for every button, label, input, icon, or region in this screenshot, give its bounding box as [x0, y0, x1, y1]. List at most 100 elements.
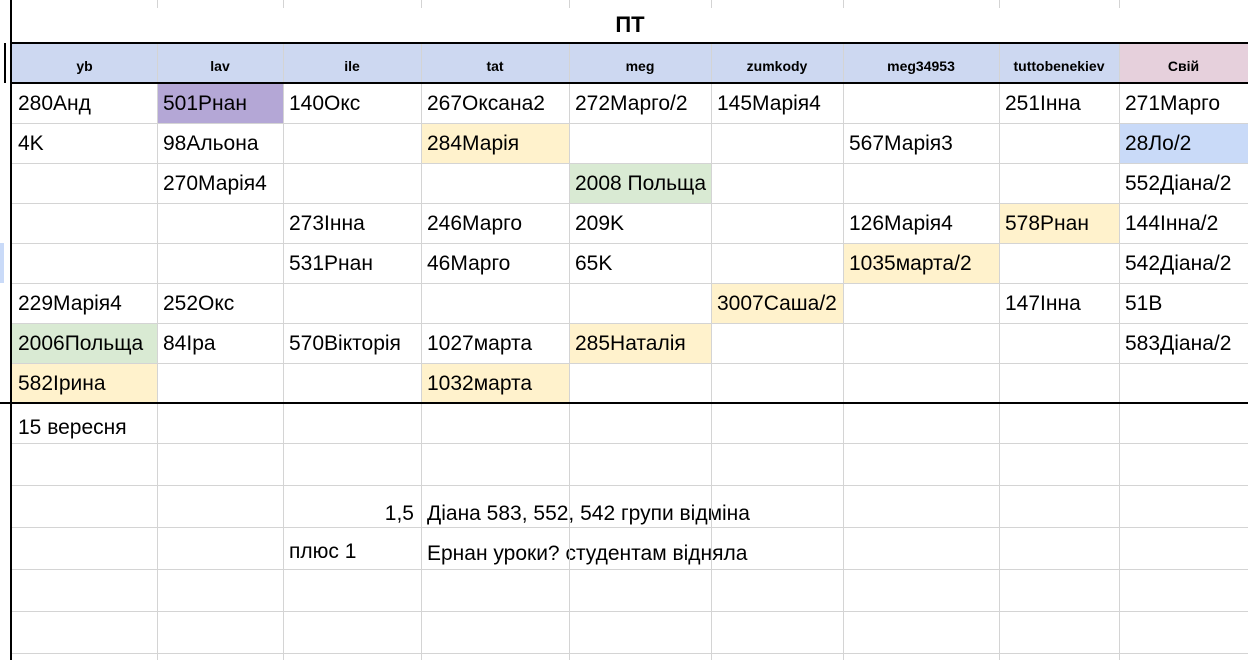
grid-cell[interactable]	[711, 323, 843, 363]
grid-cell[interactable]	[569, 363, 711, 403]
grid-cell[interactable]	[999, 323, 1119, 363]
grid-cell[interactable]	[711, 203, 843, 243]
column-header-2[interactable]: lav	[157, 43, 283, 83]
grid-cell[interactable]	[421, 283, 569, 323]
grid-cell[interactable]	[283, 283, 421, 323]
grid-cell[interactable]	[157, 363, 283, 403]
grid-cell[interactable]: 531Рнан	[289, 251, 373, 275]
grid-cell[interactable]: 46Марго	[427, 251, 511, 275]
grid-cell[interactable]: 583Діана/2	[1125, 331, 1232, 355]
grid-cell[interactable]	[711, 363, 843, 403]
grid-cell[interactable]: 273Інна	[289, 211, 365, 235]
grid-cell[interactable]: 147Інна	[1005, 291, 1081, 315]
grid-cell[interactable]: 84Іра	[163, 331, 216, 355]
grid-cell[interactable]: 267Оксана2	[427, 91, 545, 115]
grid-cell[interactable]: 209K	[575, 211, 625, 235]
grid-cell[interactable]	[157, 203, 283, 243]
grid-cell[interactable]: 284Марія	[421, 123, 569, 163]
grid-cell[interactable]	[1119, 363, 1248, 403]
column-header-8[interactable]: tuttobenekiev	[999, 43, 1119, 83]
grid-cell[interactable]	[12, 163, 157, 203]
grid-cell[interactable]: 2006Польща	[12, 323, 157, 363]
plus-note[interactable]: плюс 1	[289, 539, 357, 563]
column-header-3[interactable]: ile	[283, 43, 421, 83]
grid-cell[interactable]	[843, 363, 999, 403]
grid-cell[interactable]: 65K	[575, 251, 613, 275]
grid-cell[interactable]	[421, 163, 569, 203]
grid-cell[interactable]: 285Наталія	[569, 323, 711, 363]
grid-cell[interactable]	[711, 243, 843, 283]
grid-cell[interactable]: 270Марія4	[163, 171, 267, 195]
column-header-4[interactable]: tat	[421, 43, 569, 83]
grid-cell[interactable]: 567Марія3	[849, 131, 953, 155]
grid-line	[999, 43, 1000, 660]
grid-line	[1119, 43, 1120, 660]
grid-cell[interactable]: 271Марго	[1125, 91, 1221, 115]
date-note[interactable]: 15 вересня	[18, 415, 127, 439]
note-text-1[interactable]: Діана 583, 552, 542 групи відміна	[427, 501, 750, 525]
grid-cell[interactable]: 145Марія4	[717, 91, 821, 115]
grid-cell[interactable]	[999, 363, 1119, 403]
grid-line	[12, 203, 1248, 204]
grid-cell[interactable]: 4K	[18, 131, 44, 155]
grid-cell[interactable]	[569, 123, 711, 163]
grid-cell[interactable]	[157, 243, 283, 283]
grid-cell[interactable]	[12, 243, 157, 283]
grid-cell[interactable]: 246Марго	[427, 211, 523, 235]
grid-cell[interactable]: 1032марта	[421, 363, 569, 403]
grid-cell[interactable]: 570Вікторія	[289, 331, 401, 355]
grid-cell[interactable]	[999, 163, 1119, 203]
column-header-1[interactable]: yb	[12, 43, 157, 83]
grid-cell[interactable]	[843, 323, 999, 363]
grid-line	[12, 363, 1248, 364]
table-border	[10, 0, 12, 660]
grid-cell[interactable]	[569, 283, 711, 323]
grid-line	[283, 0, 284, 8]
grid-cell[interactable]: 501Рнан	[157, 83, 283, 123]
grid-cell[interactable]	[711, 163, 843, 203]
grid-cell[interactable]: 140Окс	[289, 91, 361, 115]
grid-line	[157, 0, 158, 8]
grid-cell[interactable]	[283, 163, 421, 203]
grid-cell[interactable]: 542Діана/2	[1125, 251, 1232, 275]
grid-cell[interactable]	[711, 123, 843, 163]
sheet-title[interactable]: ПТ	[615, 12, 645, 37]
grid-cell[interactable]: 582Ірина	[12, 363, 157, 403]
column-header-5[interactable]: meg	[569, 43, 711, 83]
grid-cell[interactable]: 3007Саша/2	[711, 283, 843, 323]
grid-cell[interactable]: 98Альона	[163, 131, 259, 155]
column-header-6[interactable]: zumkody	[711, 43, 843, 83]
grid-cell[interactable]: 578Рнан	[999, 203, 1119, 243]
grid-cell[interactable]: 51B	[1125, 291, 1163, 315]
grid-line	[421, 43, 422, 660]
hours-value[interactable]: 1,5	[384, 501, 414, 525]
grid-line	[12, 163, 1248, 164]
grid-cell[interactable]: 251Інна	[1005, 91, 1081, 115]
grid-cell[interactable]: 280Анд	[18, 91, 91, 115]
grid-cell[interactable]	[843, 83, 999, 123]
grid-cell[interactable]: 1035марта/2	[843, 243, 999, 283]
grid-cell[interactable]	[283, 363, 421, 403]
grid-cell[interactable]: 126Марія4	[849, 211, 953, 235]
grid-cell[interactable]	[843, 283, 999, 323]
column-header-9[interactable]: Свій	[1119, 43, 1248, 83]
grid-cell[interactable]	[843, 163, 999, 203]
grid-cell[interactable]	[12, 203, 157, 243]
grid-cell[interactable]: 252Окс	[163, 291, 235, 315]
grid-cell[interactable]: 229Марія4	[18, 291, 122, 315]
grid-cell[interactable]: 272Марго/2	[575, 91, 688, 115]
grid-line	[283, 43, 284, 660]
column-header-7[interactable]: meg34953	[843, 43, 999, 83]
grid-cell[interactable]: 2008 Польща	[569, 163, 711, 203]
grid-cell[interactable]	[283, 123, 421, 163]
table-border	[12, 42, 1248, 44]
grid-line	[12, 123, 1248, 124]
grid-cell[interactable]	[999, 123, 1119, 163]
grid-cell[interactable]: 28Ло/2	[1119, 123, 1248, 163]
grid-cell[interactable]: 1027марта	[427, 331, 533, 355]
grid-cell[interactable]	[999, 243, 1119, 283]
grid-cell[interactable]: 552Діана/2	[1125, 171, 1232, 195]
grid-cell[interactable]: 144Інна/2	[1125, 211, 1219, 235]
note-text-2[interactable]: Ернан уроки? студентам відняла	[427, 541, 748, 565]
